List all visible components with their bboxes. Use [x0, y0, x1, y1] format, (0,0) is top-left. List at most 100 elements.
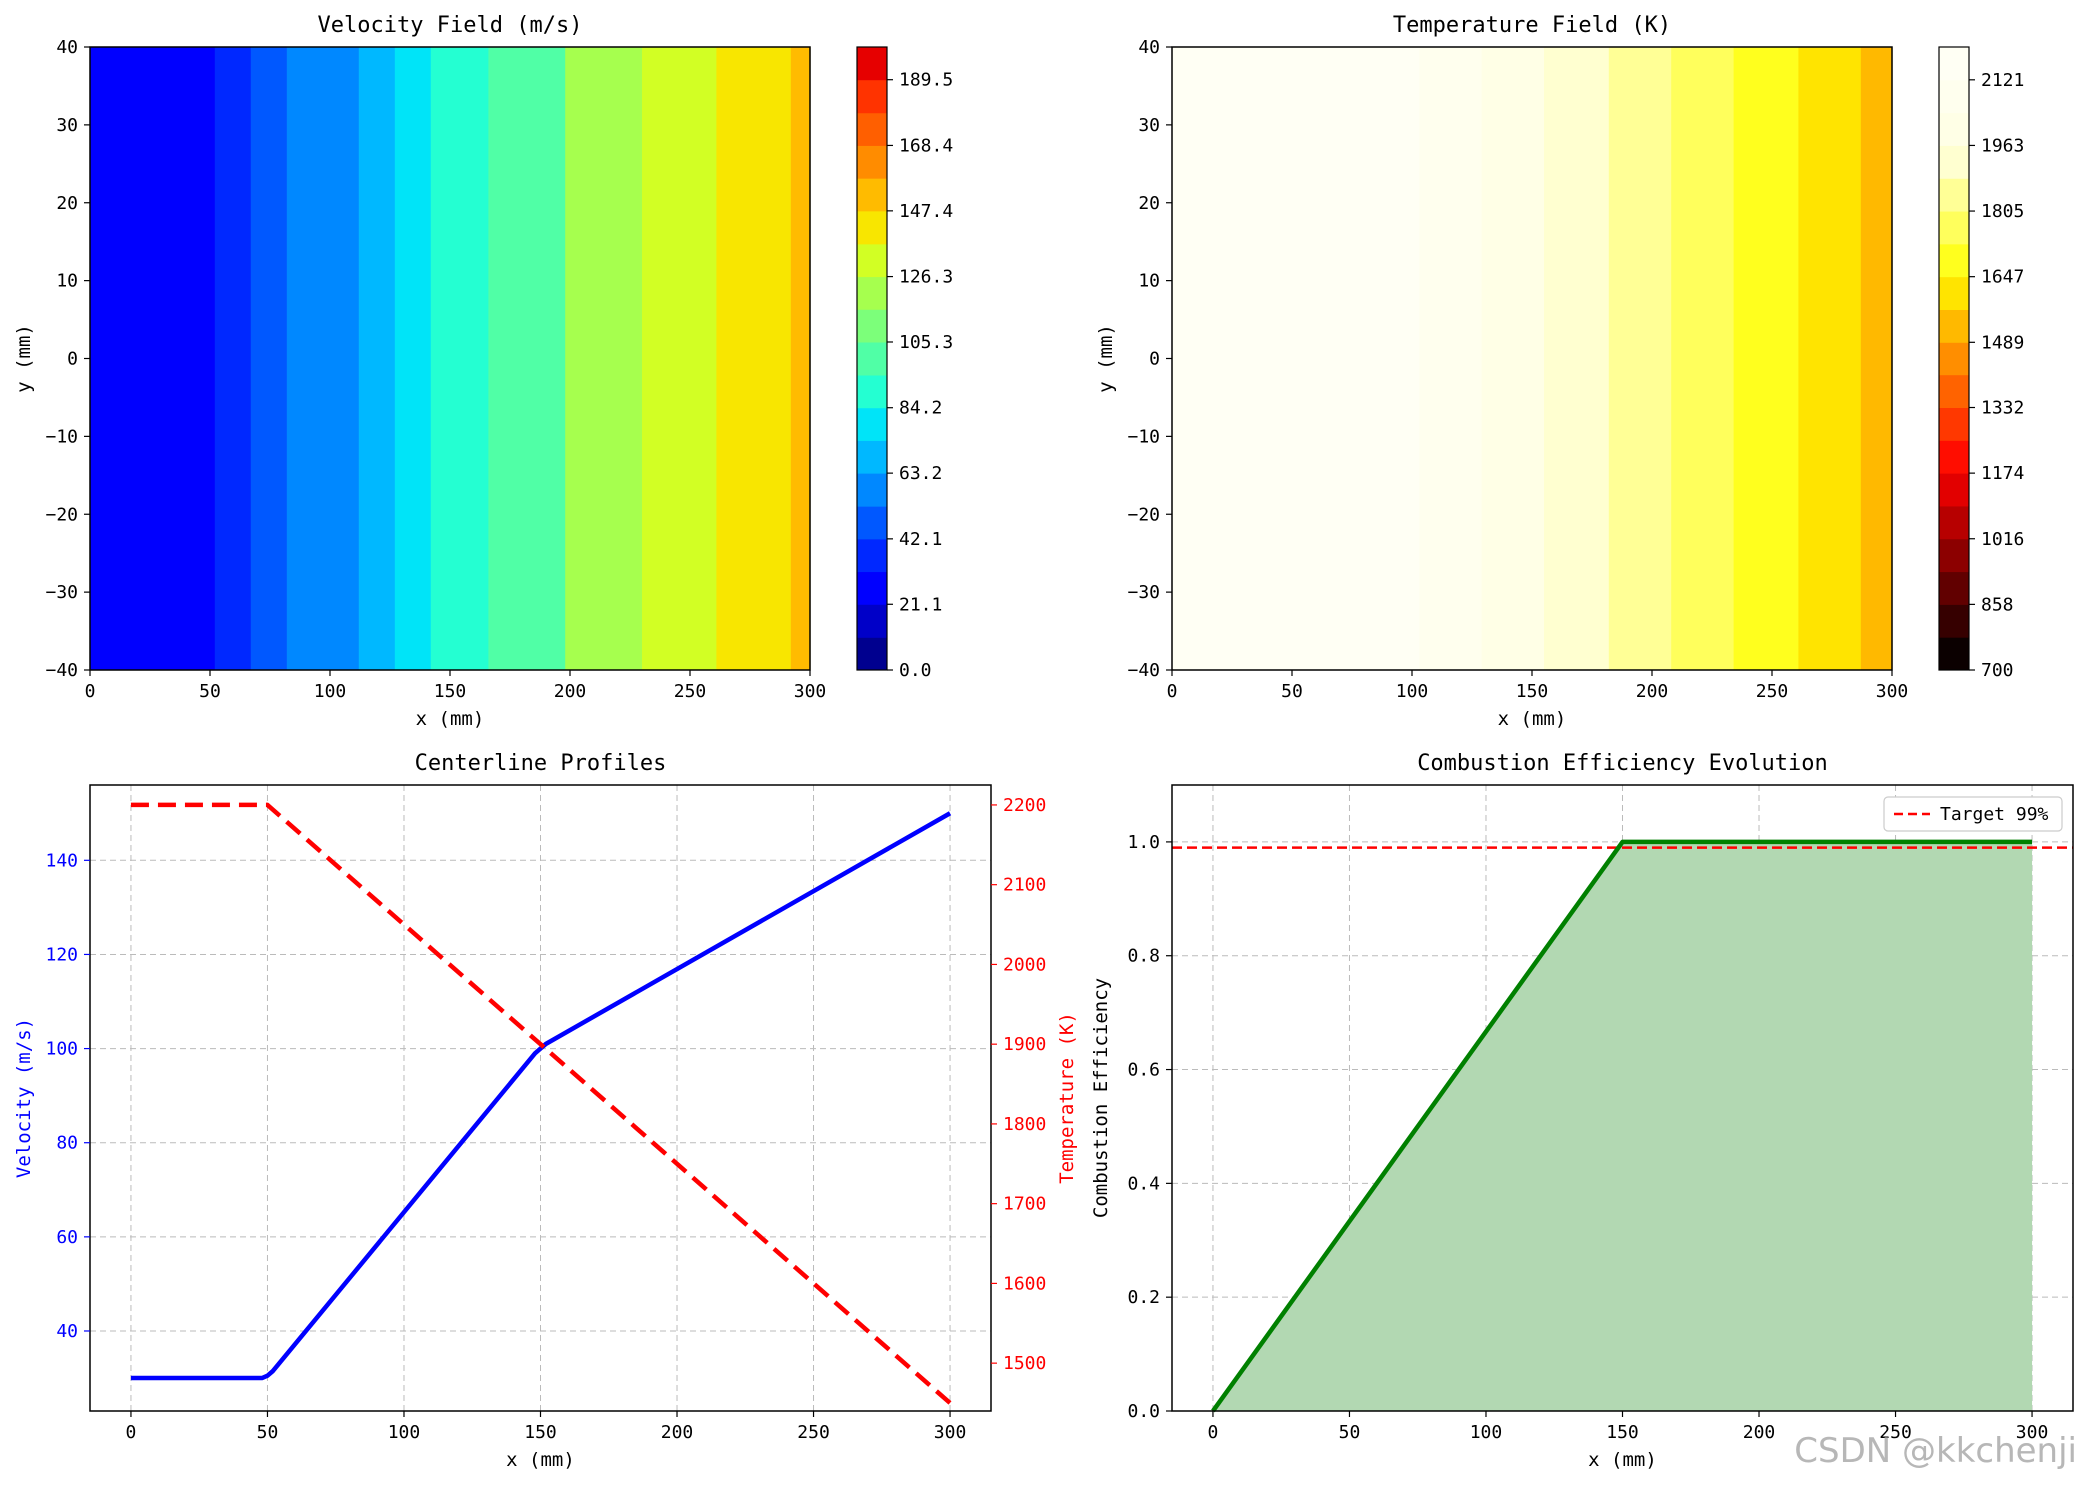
velocity-colorbar-segment: [857, 276, 887, 310]
velocity-colorbar-segment: [857, 637, 887, 671]
temperature-colorbar-segment: [1939, 440, 1969, 474]
temperature-ytick-label: 0: [1149, 349, 1160, 370]
temperature-colorbar-label: 1647: [1981, 267, 2024, 288]
efficiency-ytick-label: 0.6: [1127, 1060, 1160, 1081]
velocity-colorbar-segment: [857, 506, 887, 540]
velocity-band-9: [565, 47, 643, 670]
velocity-colorbar-segment: [857, 571, 887, 605]
temperature-colorbar-segment: [1939, 407, 1969, 441]
velocity-colorbar-label: 0.0: [899, 660, 932, 681]
centerline-ytick-right-label: 2200: [1003, 795, 1046, 816]
watermark: CSDN @kkchenji: [1794, 1431, 2077, 1471]
temperature-band-7: [1733, 47, 1799, 670]
velocity-band-1: [214, 47, 252, 670]
temperature-colorbar-label: 1805: [1981, 201, 2024, 222]
centerline-xtick-label: 50: [257, 1422, 279, 1443]
velocity-xtick-label: 200: [554, 681, 587, 702]
temperature-colorbar-label: 700: [1981, 660, 2014, 681]
temperature-colorbar-segment: [1939, 374, 1969, 409]
velocity-ytick-label: 30: [56, 115, 78, 136]
velocity-colorbar-label: 168.4: [899, 135, 953, 156]
centerline-ytick-right-label: 1500: [1003, 1353, 1046, 1374]
temperature-colorbar-segment: [1939, 505, 1969, 540]
centerline-xtick-label: 100: [388, 1422, 421, 1443]
efficiency-legend-box: [1883, 796, 2063, 832]
centerline-ytick-label: 80: [56, 1133, 78, 1154]
temperature-colorbar-segment: [1939, 342, 1969, 376]
centerline-ylabel-right: Temperature (K): [1056, 1012, 1078, 1184]
velocity-ytick-label: 0: [67, 349, 78, 370]
velocity-colorbar-segment: [857, 309, 887, 343]
efficiency-xtick-label: 200: [1743, 1422, 1776, 1443]
temperature-ytick-label: 20: [1138, 193, 1160, 214]
temperature-colorbar-segment: [1939, 276, 1969, 310]
velocity-band-3: [286, 47, 324, 670]
temperature-ytick-label: 30: [1138, 115, 1160, 136]
temperature-xtick-label: 0: [1167, 681, 1178, 702]
centerline-ytick-right-label: 1600: [1003, 1273, 1046, 1294]
efficiency-xtick-label: 150: [1606, 1422, 1639, 1443]
temperature-colorbar-segment: [1939, 178, 1969, 212]
centerline-ytick-label: 140: [45, 850, 78, 871]
temperature-band-4: [1544, 47, 1610, 670]
efficiency-xtick-label: 100: [1470, 1422, 1503, 1443]
efficiency-xtick-label: 300: [2016, 1422, 2049, 1443]
temperature-colorbar-segment: [1939, 473, 1969, 507]
efficiency-ytick-label: 0.8: [1127, 946, 1160, 967]
velocity-colorbar-segment: [857, 47, 887, 81]
efficiency-ytick-label: 0.0: [1127, 1401, 1160, 1422]
centerline-title: Centerline Profiles: [415, 751, 667, 776]
velocity-colorbar-segment: [857, 243, 887, 278]
velocity-ytick-label: 40: [56, 37, 78, 58]
velocity-ylabel: y (mm): [13, 324, 35, 393]
temperature-colorbar-segment: [1939, 211, 1969, 245]
temperature-band-8: [1798, 47, 1862, 670]
temperature-xlabel: x (mm): [1498, 708, 1567, 730]
centerline-xlabel: x (mm): [506, 1449, 575, 1471]
temperature-band-3: [1481, 47, 1545, 670]
temperature-ytick-label: 40: [1138, 37, 1160, 58]
velocity-band-10: [642, 47, 717, 670]
temperature-colorbar-segment: [1939, 538, 1969, 573]
centerline-series-velocity: [130, 811, 952, 1381]
centerline-ytick-label: 60: [56, 1227, 78, 1248]
velocity-band-8: [488, 47, 566, 670]
velocity-colorbar-label: 63.2: [899, 463, 942, 484]
centerline-ytick-right-label: 2100: [1003, 875, 1046, 896]
temperature-colorbar-label: 1016: [1981, 529, 2024, 550]
velocity-xtick-label: 100: [314, 681, 347, 702]
velocity-band-6: [394, 47, 432, 670]
temperature-xtick-label: 200: [1636, 681, 1669, 702]
velocity-band-4: [322, 47, 360, 670]
velocity-band-5: [358, 47, 396, 670]
velocity-band-12: [790, 47, 811, 670]
velocity-colorbar-segment: [857, 178, 887, 212]
efficiency-title: Combustion Efficiency Evolution: [1417, 751, 1828, 776]
temperature-colorbar-label: 858: [1981, 594, 2014, 615]
velocity-xlabel: x (mm): [416, 708, 485, 730]
temperature-ytick-label: −10: [1127, 426, 1160, 447]
temperature-colorbar-segment: [1939, 79, 1969, 114]
temperature-colorbar-segment: [1939, 243, 1969, 278]
velocity-ytick-label: −40: [45, 660, 78, 681]
efficiency-legend-label: Target 99%: [1940, 804, 2049, 825]
efficiency-ytick-label: 0.4: [1127, 1173, 1160, 1194]
temperature-band-2: [1419, 47, 1483, 670]
velocity-colorbar-segment: [857, 210, 887, 245]
velocity-colorbar-label: 84.2: [899, 398, 942, 419]
temperature-colorbar-label: 1489: [1981, 332, 2024, 353]
temperature-band-6: [1671, 47, 1735, 670]
velocity-ytick-label: 20: [56, 193, 78, 214]
velocity-colorbar-label: 126.3: [899, 267, 953, 288]
temperature-colorbar-label: 2121: [1981, 70, 2024, 91]
temperature-band-5: [1608, 47, 1672, 670]
velocity-xtick-label: 300: [794, 681, 827, 702]
centerline-xtick-label: 300: [934, 1422, 967, 1443]
centerline-xtick-label: 250: [797, 1422, 830, 1443]
temperature-ylabel: y (mm): [1095, 324, 1117, 393]
velocity-xtick-label: 0: [85, 681, 96, 702]
temperature-colorbar-label: 1963: [1981, 135, 2024, 156]
velocity-colorbar-segment: [857, 375, 887, 409]
efficiency-xtick-label: 0: [1208, 1422, 1219, 1443]
centerline-ytick-label: 40: [56, 1321, 78, 1342]
